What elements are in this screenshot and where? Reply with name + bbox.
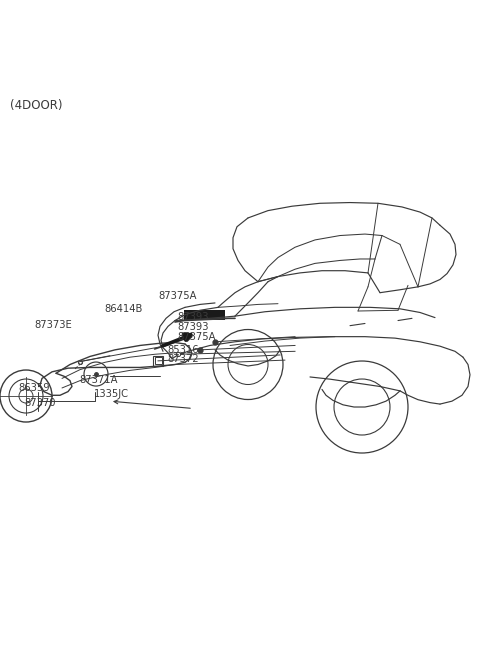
Text: 87393: 87393 bbox=[178, 322, 209, 333]
Bar bbox=[153, 356, 163, 366]
Text: 1335JC: 1335JC bbox=[94, 388, 129, 399]
Bar bbox=[184, 310, 225, 320]
Bar bbox=[155, 358, 161, 364]
Text: 86359: 86359 bbox=[18, 383, 50, 394]
Text: 87393: 87393 bbox=[178, 312, 209, 322]
Text: 87372: 87372 bbox=[167, 354, 199, 364]
Text: (4DOOR): (4DOOR) bbox=[10, 100, 62, 113]
Text: 87375A: 87375A bbox=[178, 332, 216, 342]
Text: 87370: 87370 bbox=[24, 398, 56, 408]
Text: 87375A: 87375A bbox=[158, 291, 197, 301]
Text: 87373E: 87373E bbox=[35, 320, 72, 329]
Text: 85316: 85316 bbox=[167, 345, 199, 354]
Text: 86414B: 86414B bbox=[105, 305, 143, 314]
Text: 87371A: 87371A bbox=[79, 375, 118, 385]
